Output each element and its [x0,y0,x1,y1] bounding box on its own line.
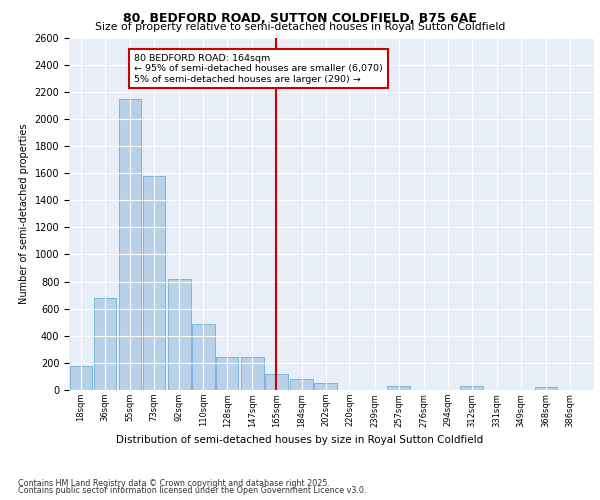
Bar [192,324,215,390]
Text: 80 BEDFORD ROAD: 164sqm
← 95% of semi-detached houses are smaller (6,070)
5% of : 80 BEDFORD ROAD: 164sqm ← 95% of semi-de… [134,54,383,84]
Text: Size of property relative to semi-detached houses in Royal Sutton Coldfield: Size of property relative to semi-detach… [95,22,505,32]
Bar [143,176,166,390]
Text: Contains public sector information licensed under the Open Government Licence v3: Contains public sector information licen… [18,486,367,495]
Bar [94,298,116,390]
Text: Distribution of semi-detached houses by size in Royal Sutton Coldfield: Distribution of semi-detached houses by … [116,435,484,445]
Bar [70,366,92,390]
Bar [460,386,483,390]
Bar [535,386,557,390]
Bar [241,358,264,390]
Text: 80, BEDFORD ROAD, SUTTON COLDFIELD, B75 6AE: 80, BEDFORD ROAD, SUTTON COLDFIELD, B75 … [123,12,477,26]
Bar [168,279,191,390]
Bar [265,374,287,390]
Text: Contains HM Land Registry data © Crown copyright and database right 2025.: Contains HM Land Registry data © Crown c… [18,478,330,488]
Bar [290,379,313,390]
Bar [119,98,142,390]
Bar [216,357,238,390]
Bar [388,386,410,390]
Y-axis label: Number of semi-detached properties: Number of semi-detached properties [19,124,29,304]
Bar [314,383,337,390]
